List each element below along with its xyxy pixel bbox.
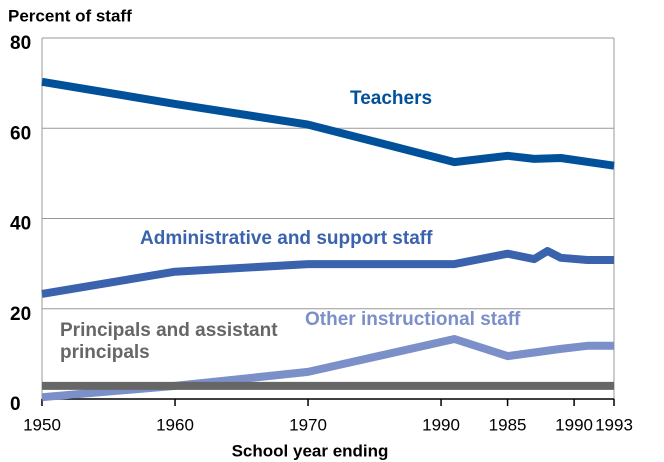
x-tick-label: 1985 [489,415,527,434]
x-tick-label: 1960 [156,415,194,434]
line-series [41,77,615,170]
x-axis-label: School year ending [232,441,389,460]
y-tick-label: 60 [10,123,31,144]
y-tick-label: 40 [10,214,31,235]
x-tick-label: 1993 [595,415,633,434]
x-tick-label: 1970 [289,415,327,434]
x-tick-label: 1950 [23,415,61,434]
y-tick-label: 0 [10,394,21,415]
x-tick-label: 1990 [422,415,460,434]
x-tick-label: 1990 [555,415,593,434]
series-label: Other instructional staff [305,309,521,330]
y-axis-label: Percent of staff [8,6,132,25]
series-label: Principals and assistant principals [60,320,278,363]
series-label: Teachers [350,88,433,109]
line-series [41,247,614,298]
series-label: Administrative and support staff [140,228,433,249]
y-tick-label: 20 [10,304,31,325]
y-tick-label: 80 [10,33,31,54]
